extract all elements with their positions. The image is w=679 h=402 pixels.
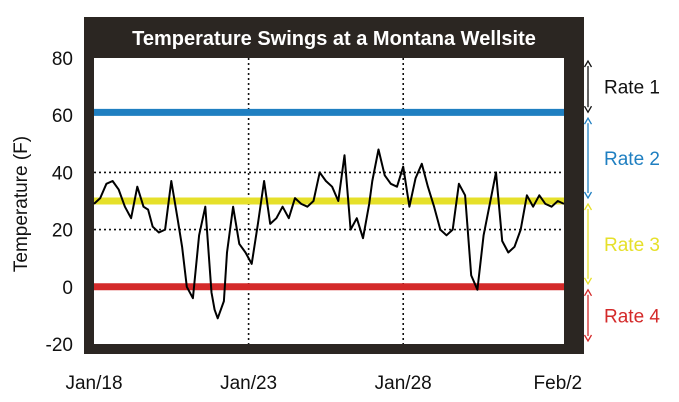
- y-tick-label: 60: [52, 106, 73, 127]
- y-tick-label: 80: [52, 49, 73, 70]
- y-tick-label: 40: [52, 163, 73, 184]
- temperature-series-line: [93, 148, 565, 320]
- chart-title: Temperature Swings at a Montana Wellsite: [132, 28, 536, 50]
- arrow-up-icon: [583, 59, 593, 68]
- y-axis-label: Temperature (F): [11, 136, 32, 272]
- arrow-up-icon: [583, 288, 593, 297]
- rate-label-2: Rate 2: [604, 149, 660, 170]
- x-tick-label: Jan/28: [375, 373, 432, 394]
- y-tick-label: -20: [46, 335, 73, 356]
- arrow-down-icon: [583, 277, 593, 286]
- x-tick-label: Jan/18: [65, 373, 122, 394]
- arrow-up-icon: [583, 116, 593, 125]
- rate-label-3: Rate 3: [604, 235, 660, 256]
- x-tick-label: Jan/23: [220, 373, 277, 394]
- x-tick-label: Feb/2: [534, 373, 583, 394]
- rate-label-1: Rate 1: [604, 78, 660, 99]
- arrow-down-icon: [583, 334, 593, 343]
- y-tick-label: 0: [62, 278, 73, 299]
- arrow-down-icon: [583, 105, 593, 114]
- arrow-down-icon: [583, 191, 593, 200]
- arrow-up-icon: [583, 202, 593, 211]
- rate-label-4: Rate 4: [604, 306, 660, 327]
- y-tick-label: 20: [52, 221, 73, 242]
